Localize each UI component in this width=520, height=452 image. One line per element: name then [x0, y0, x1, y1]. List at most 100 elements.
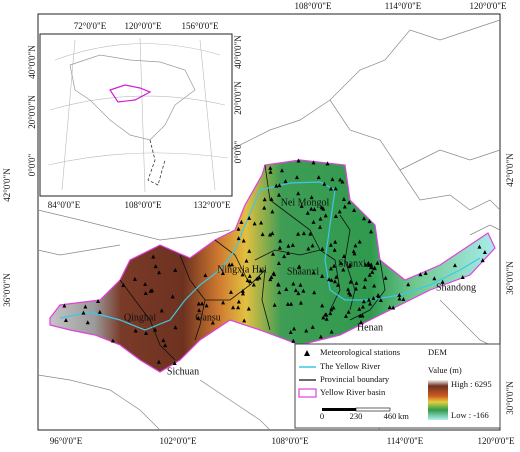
- station: [347, 264, 352, 269]
- station: [353, 243, 358, 248]
- station: [240, 291, 245, 296]
- station: [291, 338, 296, 343]
- station: [423, 270, 428, 275]
- station: [262, 205, 267, 210]
- station: [341, 267, 346, 272]
- station: [301, 231, 306, 236]
- station: [309, 195, 314, 200]
- station: [276, 282, 281, 287]
- scale-bar: [322, 408, 356, 411]
- station: [271, 251, 276, 256]
- station: [301, 288, 306, 293]
- station: [406, 282, 411, 287]
- station: [276, 260, 281, 265]
- station: [310, 243, 315, 248]
- station: [324, 312, 329, 317]
- station: [260, 232, 265, 237]
- inset-basin: [109, 84, 152, 103]
- station: [148, 288, 153, 293]
- station: [340, 179, 345, 184]
- station: [328, 266, 333, 271]
- legend-box: [294, 343, 501, 429]
- coordinate-label: 132°0'0"E: [194, 200, 231, 210]
- station: [143, 290, 148, 295]
- station: [170, 294, 175, 299]
- station: [432, 276, 437, 281]
- station: [311, 270, 316, 275]
- station: [298, 282, 303, 287]
- station: [230, 262, 235, 267]
- station: [360, 313, 365, 318]
- station: [370, 269, 375, 274]
- station: [240, 288, 245, 293]
- region-label: Nei Mongol: [281, 197, 330, 208]
- station: [372, 283, 377, 288]
- station: [324, 316, 329, 321]
- station: [296, 291, 301, 296]
- scale-bar: [355, 407, 391, 412]
- station: [268, 169, 273, 174]
- station: [298, 300, 303, 305]
- country-borders: [37, 19, 501, 431]
- station: [371, 296, 376, 301]
- station: [161, 338, 166, 343]
- station: [357, 239, 362, 244]
- station: [330, 177, 335, 182]
- station: [292, 326, 297, 331]
- station: [236, 299, 241, 304]
- station: [327, 277, 332, 282]
- legend-text: DEM: [428, 347, 447, 357]
- station: [248, 278, 253, 283]
- station: [360, 304, 365, 309]
- coordinate-label: 36°0'0"N: [2, 273, 12, 307]
- station: [262, 197, 267, 202]
- station: [257, 275, 262, 280]
- legend-text: Value (m): [428, 365, 462, 375]
- coordinate-label: 156°0'0"E: [182, 21, 219, 31]
- station: [369, 262, 374, 267]
- station: [319, 205, 324, 210]
- station: [357, 306, 362, 311]
- station: [322, 181, 327, 186]
- station: [286, 243, 291, 248]
- station: [352, 251, 357, 256]
- station: [376, 292, 381, 297]
- legend-text: Meteorological stations: [320, 347, 400, 357]
- station: [293, 288, 298, 293]
- station: [367, 219, 372, 224]
- coordinate-label: 120°0'0"E: [470, 1, 507, 11]
- region-label: Shaanxi: [287, 266, 319, 277]
- coordinate-label: 20°0'0"N: [233, 81, 243, 115]
- station: [361, 299, 366, 304]
- station: [143, 282, 148, 287]
- coordinate-label: 42°0'0"N: [2, 168, 12, 202]
- station: [335, 282, 340, 287]
- station: [320, 246, 325, 251]
- coordinate-label: 108°0'0"E: [125, 200, 162, 210]
- station: [259, 220, 264, 225]
- scale-tick: 0: [320, 411, 324, 421]
- station: [331, 305, 336, 310]
- station: [334, 274, 339, 279]
- station: [97, 309, 102, 314]
- coordinate-label: 114°0'0"E: [385, 1, 422, 11]
- station: [247, 248, 252, 253]
- station: [221, 300, 226, 305]
- station: [133, 328, 138, 333]
- station: [270, 231, 275, 236]
- station: [311, 160, 316, 165]
- station: [268, 277, 273, 282]
- station: [132, 276, 137, 281]
- station: [63, 318, 68, 323]
- station: [296, 158, 301, 163]
- station: [294, 175, 299, 180]
- station: [308, 231, 313, 236]
- station: [283, 179, 288, 184]
- station: [110, 338, 115, 343]
- coordinate-label: 42°0'0"N: [505, 153, 515, 187]
- station: [343, 313, 348, 318]
- station: [299, 203, 304, 208]
- station: [236, 226, 241, 231]
- station: [318, 334, 323, 339]
- station: [271, 271, 276, 276]
